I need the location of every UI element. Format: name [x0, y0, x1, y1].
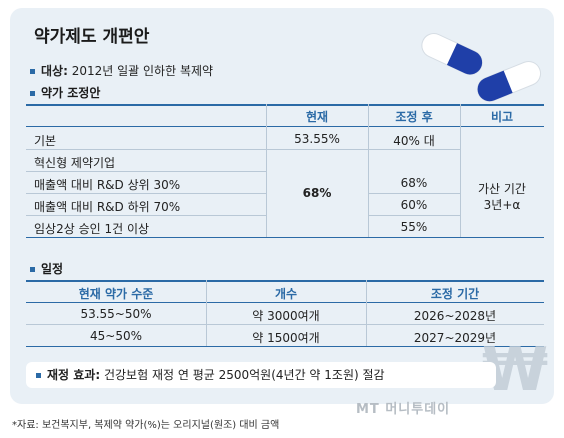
table-header-rule — [26, 302, 544, 303]
row-rule — [26, 324, 544, 325]
col-header-current: 현재 — [305, 110, 329, 124]
bullet-square-icon — [36, 373, 41, 378]
table-vline — [366, 280, 367, 346]
source-note: *자료: 보건복지부, 복제약 약가(%)는 오리지널(원조) 대비 금액 — [12, 420, 280, 431]
infographic-card — [10, 8, 554, 404]
effect-label: 재정 효과: — [47, 368, 101, 382]
adjust-section-heading: 약가 조정안 — [30, 84, 100, 101]
capsule-pill-icon-2 — [477, 61, 542, 102]
schedule-section-heading: 일정 — [30, 260, 63, 277]
row-label: 매출액 대비 R&D 상위 30% — [34, 178, 181, 192]
bullet-square-icon — [30, 267, 35, 272]
capsule-pill-icon — [421, 33, 483, 75]
row-level: 53.55~50% — [80, 307, 152, 321]
effect-text: 건강보험 재정 연 평균 2500억원(4년간 약 1조원) 절감 — [103, 368, 385, 382]
row-after: 40% 대 — [393, 134, 435, 148]
row-period: 2027~2029년 — [413, 331, 497, 345]
table-vline — [266, 104, 267, 237]
schedule-section-label: 일정 — [41, 262, 64, 276]
fiscal-effect-box: 재정 효과: 건강보험 재정 연 평균 2500억원(4년간 약 1조원) 절감 — [26, 362, 496, 388]
row-after: 60% — [400, 198, 428, 212]
table-bottom-rule — [26, 237, 544, 238]
publisher-logo: MT 머니투데이 — [356, 402, 451, 417]
target-text: 2012년 일괄 인하한 복제약 — [71, 64, 214, 78]
target-line: 대상: 2012년 일괄 인하한 복제약 — [30, 62, 213, 79]
row-period: 2026~2028년 — [413, 309, 497, 323]
row-after: 55% — [400, 220, 428, 234]
note-line1: 가산 기간 — [478, 182, 526, 196]
col-header-after: 조정 후 — [395, 110, 433, 124]
row-rule — [368, 193, 460, 194]
row-label: 혁신형 제약기업 — [34, 156, 116, 170]
target-label: 대상: — [41, 64, 68, 78]
row-rule — [26, 171, 266, 172]
bullet-square-icon — [30, 69, 35, 74]
note-line2: 3년+α — [483, 198, 521, 212]
row-count: 약 3000여개 — [252, 309, 320, 323]
row-current: 53.55% — [294, 132, 340, 146]
table-vline — [368, 104, 369, 237]
col-header-note: 비고 — [490, 110, 514, 124]
table-top-rule — [26, 104, 544, 106]
adjust-section-label: 약가 조정안 — [41, 86, 101, 100]
row-rule — [26, 149, 460, 150]
row-rule — [26, 215, 266, 216]
merged-current-value: 68% — [302, 186, 332, 200]
table-top-rule — [26, 280, 544, 282]
page-title: 약가제도 개편안 — [34, 27, 150, 47]
row-count: 약 1500여개 — [252, 331, 320, 345]
row-after: 68% — [400, 176, 428, 190]
row-label: 기본 — [34, 134, 57, 148]
table-vline — [206, 280, 207, 346]
row-label: 임상2상 승인 1건 이상 — [34, 222, 150, 236]
row-level: 45~50% — [90, 329, 142, 343]
row-label: 매출액 대비 R&D 하위 70% — [34, 200, 181, 214]
col-header-period: 조정 기간 — [430, 287, 480, 301]
bullet-square-icon — [30, 91, 35, 96]
row-rule — [368, 215, 460, 216]
table-vline — [460, 104, 461, 237]
col-header-count: 개수 — [274, 287, 298, 301]
table-header-rule — [26, 126, 544, 127]
col-header-level: 현재 약가 수준 — [78, 287, 154, 301]
table-bottom-rule — [26, 346, 544, 347]
row-rule — [26, 193, 266, 194]
